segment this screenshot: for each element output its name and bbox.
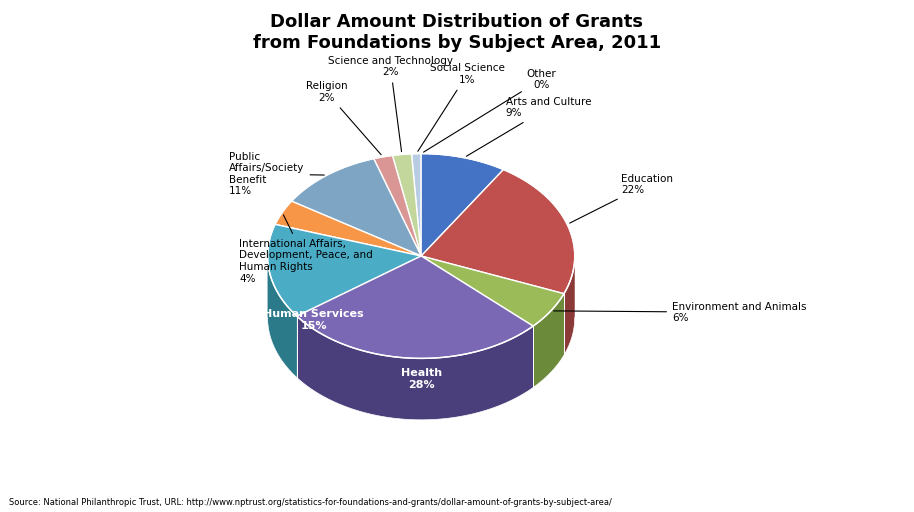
Polygon shape (268, 224, 421, 316)
Polygon shape (374, 156, 421, 256)
Polygon shape (533, 294, 564, 388)
Text: Arts and Culture
9%: Arts and Culture 9% (466, 97, 591, 156)
Text: Source: National Philanthropic Trust, URL: http://www.nptrust.org/statistics-for: Source: National Philanthropic Trust, UR… (9, 498, 612, 507)
Text: Other
0%: Other 0% (423, 69, 557, 152)
Text: Education
22%: Education 22% (569, 174, 673, 223)
Polygon shape (421, 154, 504, 256)
Text: Health
28%: Health 28% (400, 368, 441, 390)
Polygon shape (421, 256, 564, 326)
Polygon shape (392, 154, 421, 256)
Polygon shape (297, 316, 533, 420)
Polygon shape (292, 159, 421, 256)
Text: Human Services
15%: Human Services 15% (263, 309, 364, 331)
Polygon shape (268, 257, 297, 378)
Text: International Affairs,
Development, Peace, and
Human Rights
4%: International Affairs, Development, Peac… (239, 215, 373, 284)
Text: Science and Technology
2%: Science and Technology 2% (328, 56, 453, 152)
Polygon shape (564, 257, 575, 355)
Polygon shape (297, 256, 533, 358)
Text: Dollar Amount Distribution of Grants
from Foundations by Subject Area, 2011: Dollar Amount Distribution of Grants fro… (253, 13, 661, 52)
Polygon shape (411, 154, 421, 256)
Text: Environment and Animals
6%: Environment and Animals 6% (554, 302, 806, 323)
Text: Public
Affairs/Society
Benefit
11%: Public Affairs/Society Benefit 11% (229, 152, 324, 197)
Text: Social Science
1%: Social Science 1% (418, 63, 505, 152)
Polygon shape (421, 169, 575, 294)
Polygon shape (275, 201, 421, 256)
Text: Religion
2%: Religion 2% (305, 81, 381, 155)
